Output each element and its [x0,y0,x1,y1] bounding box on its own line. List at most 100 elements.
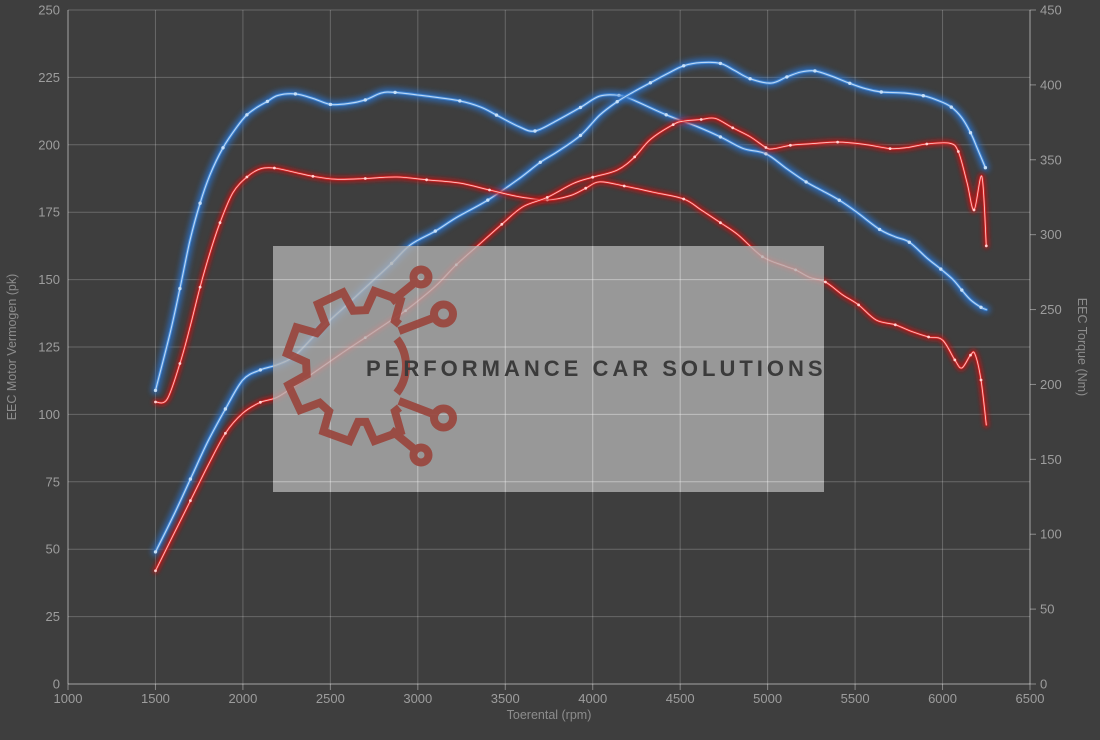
grid-over-watermark [273,246,824,492]
x-tick-label: 4500 [666,691,695,706]
data-point-marker [836,140,839,144]
data-point-marker [500,222,504,226]
axis-lines [67,9,1036,690]
data-point-marker [979,305,983,309]
data-point-marker [245,175,249,179]
data-point-marker [813,69,817,73]
tick-labels: 0255075100125150175200225250050100150200… [38,3,1061,707]
data-point-marker [393,90,397,95]
y-left-tick-label: 0 [53,677,60,692]
curve-red-torque [152,164,990,428]
data-point-marker [837,198,841,202]
data-point-marker [848,81,852,86]
data-point-marker [458,99,462,103]
data-point-marker [188,477,193,481]
y-right-tick-label: 400 [1040,77,1062,92]
data-point-marker [877,227,882,232]
x-tick-label: 2500 [316,691,345,706]
data-point-marker [785,75,789,79]
data-point-marker [273,166,276,170]
data-point-marker [682,197,686,201]
data-point-marker [927,335,930,339]
x-tick-label: 5000 [753,691,782,706]
y-axis-left-title: EEC Motor Vermogen (pk) [5,274,19,421]
data-point-marker [198,285,202,289]
data-point-marker [311,174,315,178]
data-point-marker [907,240,911,244]
data-point-marker [578,133,583,138]
watermark-text: PERFORMANCE CAR SOLUTIONS [366,356,827,381]
data-point-marker [718,61,723,66]
data-point-marker [293,92,298,96]
x-tick-label: 3000 [403,691,432,706]
x-tick-label: 5500 [841,691,870,706]
data-point-marker [494,113,499,117]
data-point-marker [223,407,228,411]
curve-core [155,167,987,426]
data-point-marker [984,244,988,248]
data-point-marker [488,188,491,192]
data-point-marker [857,303,860,307]
data-point-marker [731,126,735,130]
data-point-marker [363,98,367,102]
y-right-tick-label: 0 [1040,677,1047,692]
gear-circuit-logo-icon [281,265,457,467]
data-point-marker [178,286,182,291]
y-right-tick-label: 450 [1040,3,1062,18]
y-left-tick-label: 125 [38,340,60,355]
data-point-marker [591,175,595,179]
data-point-marker [888,147,892,151]
x-tick-label: 6000 [928,691,957,706]
data-point-marker [615,100,619,104]
data-point-marker [433,229,437,233]
y-left-tick-label: 225 [38,70,60,85]
data-point-marker [224,431,227,435]
y-left-tick-label: 150 [38,272,60,287]
data-point-marker [956,150,960,153]
data-point-marker [824,280,827,284]
data-point-marker [925,142,929,146]
data-point-marker [969,353,972,357]
data-point-marker [648,81,653,85]
data-point-marker [545,196,549,199]
data-point-marker [153,550,158,554]
y-left-tick-label: 175 [38,205,60,220]
data-point-marker [221,146,225,150]
data-point-marker [538,160,542,164]
data-point-marker [953,358,957,362]
y-left-tick-label: 75 [46,474,60,489]
y-left-tick-label: 250 [38,3,60,18]
y-right-tick-label: 100 [1040,527,1062,542]
data-point-marker [425,178,428,182]
y-right-tick-label: 200 [1040,377,1062,392]
data-point-marker [578,105,583,110]
data-point-marker [189,499,192,503]
data-point-marker [789,143,792,147]
data-point-marker [764,152,768,156]
y-axis-right-title: EEC Torque (Nm) [1075,298,1089,396]
data-point-marker [699,118,703,121]
data-point-marker [979,378,983,382]
y-right-tick-label: 250 [1040,302,1062,317]
y-left-tick-label: 25 [46,609,60,624]
data-point-marker [486,198,490,202]
data-point-marker [153,388,158,393]
data-point-marker [764,146,768,149]
x-axis-title: Toerental (rpm) [507,708,592,722]
data-point-marker [893,323,897,327]
x-tick-label: 1500 [141,691,170,706]
data-point-marker [633,155,637,159]
y-left-tick-label: 200 [38,137,60,152]
data-point-marker [682,64,686,68]
data-point-marker [748,77,752,81]
data-point-marker [622,184,626,188]
data-point-marker [983,166,988,170]
data-point-marker [718,135,723,139]
data-point-marker [328,102,333,107]
data-point-marker [363,177,367,180]
data-point-marker [154,400,157,404]
data-point-marker [972,208,976,212]
x-tick-label: 6500 [1016,691,1045,706]
data-point-marker [671,123,675,126]
